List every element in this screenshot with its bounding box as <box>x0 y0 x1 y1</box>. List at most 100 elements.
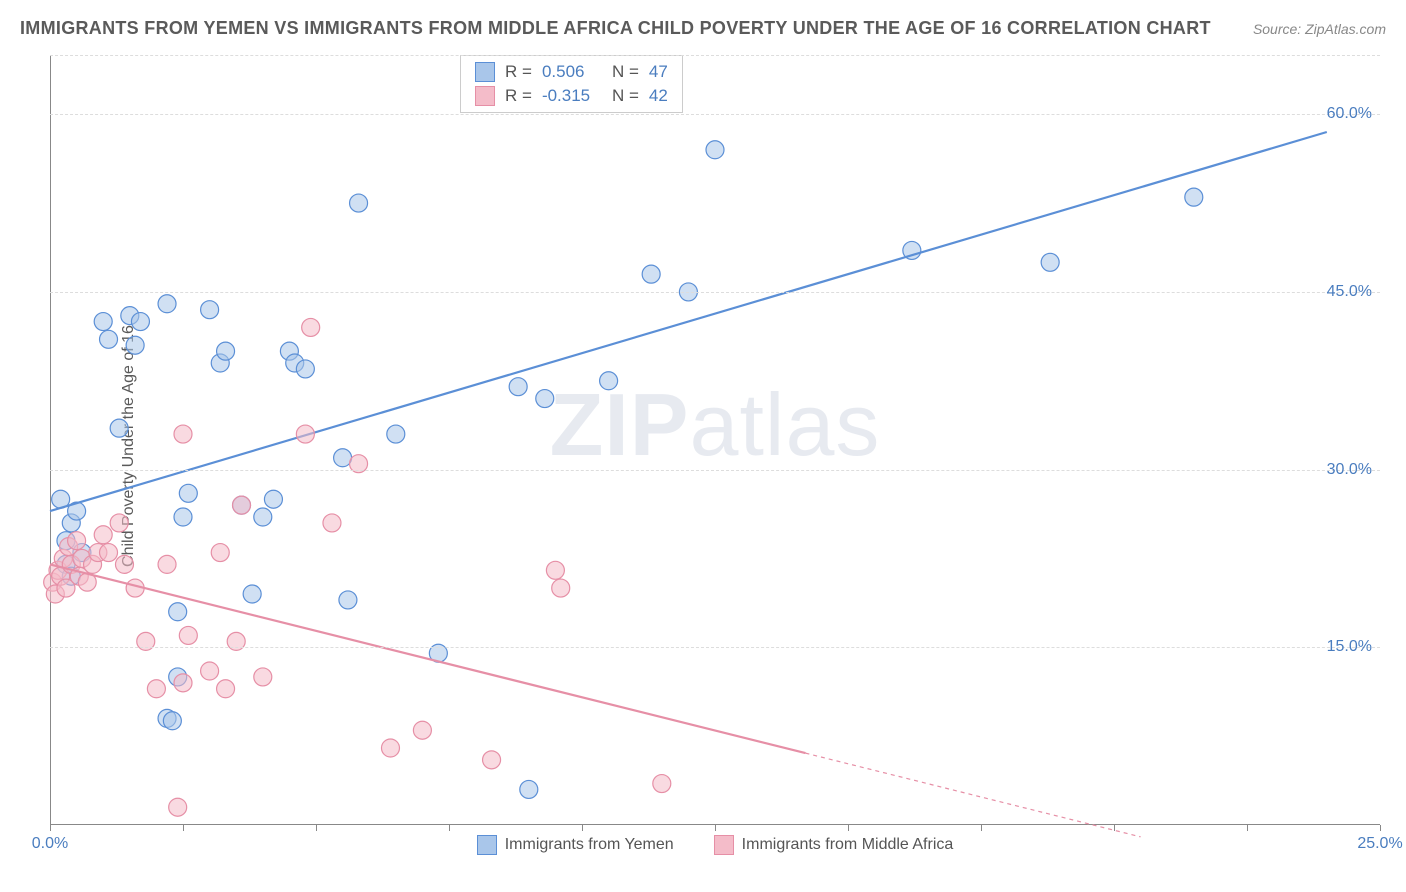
gridline-h <box>50 114 1380 115</box>
scatter-point <box>509 378 527 396</box>
x-tick <box>582 825 583 831</box>
scatter-point <box>1041 253 1059 271</box>
n-label: N = <box>612 62 639 82</box>
scatter-point <box>174 425 192 443</box>
scatter-point <box>334 449 352 467</box>
trend-line <box>50 132 1327 511</box>
scatter-point <box>100 330 118 348</box>
scatter-point <box>296 425 314 443</box>
scatter-point <box>264 490 282 508</box>
legend-label: Immigrants from Yemen <box>505 836 674 854</box>
gridline-h <box>50 292 1380 293</box>
x-tick <box>50 825 51 831</box>
legend-label: Immigrants from Middle Africa <box>742 836 954 854</box>
scatter-point <box>600 372 618 390</box>
legend-swatch <box>714 835 734 855</box>
y-tick-label: 30.0% <box>1327 461 1372 479</box>
plot-svg <box>50 55 1380 825</box>
scatter-point <box>653 775 671 793</box>
x-tick <box>1380 825 1381 831</box>
r-label: R = <box>505 86 532 106</box>
scatter-point <box>243 585 261 603</box>
scatter-point <box>115 555 133 573</box>
scatter-point <box>296 360 314 378</box>
n-value: 42 <box>649 86 668 106</box>
scatter-point <box>413 721 431 739</box>
scatter-point <box>163 712 181 730</box>
stats-swatch <box>475 62 495 82</box>
scatter-point <box>169 798 187 816</box>
r-label: R = <box>505 62 532 82</box>
n-value: 47 <box>649 62 668 82</box>
scatter-point <box>110 514 128 532</box>
scatter-point <box>94 313 112 331</box>
scatter-point <box>147 680 165 698</box>
scatter-point <box>131 313 149 331</box>
trend-line-dashed <box>805 753 1140 837</box>
y-tick-label: 60.0% <box>1327 105 1372 123</box>
scatter-point <box>179 484 197 502</box>
scatter-point <box>158 555 176 573</box>
scatter-point <box>381 739 399 757</box>
x-tick <box>981 825 982 831</box>
scatter-point <box>217 680 235 698</box>
scatter-point <box>68 532 86 550</box>
scatter-point <box>201 662 219 680</box>
scatter-point <box>339 591 357 609</box>
scatter-point <box>520 780 538 798</box>
source-label: Source: ZipAtlas.com <box>1253 21 1386 37</box>
scatter-point <box>254 668 272 686</box>
x-tick <box>1247 825 1248 831</box>
r-value: -0.315 <box>542 86 602 106</box>
scatter-point <box>179 626 197 644</box>
scatter-point <box>642 265 660 283</box>
scatter-point <box>174 674 192 692</box>
x-tick-label: 0.0% <box>32 835 68 853</box>
stats-box: R = 0.506 N = 47 R = -0.315 N = 42 <box>460 55 683 113</box>
scatter-point <box>211 544 229 562</box>
chart-area: ZIPatlas R =0.506N =47R =-0.315N =42 Imm… <box>50 55 1380 825</box>
r-value: 0.506 <box>542 62 602 82</box>
x-tick <box>183 825 184 831</box>
scatter-point <box>302 318 320 336</box>
x-tick <box>1114 825 1115 831</box>
scatter-point <box>387 425 405 443</box>
scatter-point <box>169 603 187 621</box>
y-tick-label: 15.0% <box>1327 638 1372 656</box>
x-tick <box>715 825 716 831</box>
scatter-point <box>126 336 144 354</box>
scatter-point <box>100 544 118 562</box>
stats-row: R = 0.506 N = 47 <box>461 60 682 84</box>
scatter-point <box>1185 188 1203 206</box>
scatter-point <box>158 295 176 313</box>
stats-swatch <box>475 86 495 106</box>
title-bar: IMMIGRANTS FROM YEMEN VS IMMIGRANTS FROM… <box>20 18 1386 39</box>
scatter-point <box>254 508 272 526</box>
scatter-point <box>94 526 112 544</box>
chart-title: IMMIGRANTS FROM YEMEN VS IMMIGRANTS FROM… <box>20 18 1211 39</box>
legend-item: Immigrants from Middle Africa <box>714 835 954 855</box>
n-label: N = <box>612 86 639 106</box>
gridline-h <box>50 470 1380 471</box>
scatter-point <box>546 561 564 579</box>
x-tick <box>848 825 849 831</box>
bottom-legend: Immigrants from Yemen Immigrants from Mid… <box>50 835 1380 855</box>
legend-item: Immigrants from Yemen <box>477 835 674 855</box>
legend-swatch <box>477 835 497 855</box>
y-tick-label: 45.0% <box>1327 283 1372 301</box>
x-tick <box>449 825 450 831</box>
scatter-point <box>174 508 192 526</box>
scatter-point <box>110 419 128 437</box>
scatter-point <box>350 194 368 212</box>
scatter-point <box>483 751 501 769</box>
scatter-point <box>536 390 554 408</box>
scatter-point <box>323 514 341 532</box>
x-tick-label: 25.0% <box>1357 835 1402 853</box>
scatter-point <box>201 301 219 319</box>
scatter-point <box>233 496 251 514</box>
stats-row: R = -0.315 N = 42 <box>461 84 682 108</box>
gridline-h <box>50 55 1380 56</box>
scatter-point <box>552 579 570 597</box>
x-tick <box>316 825 317 831</box>
gridline-h <box>50 647 1380 648</box>
